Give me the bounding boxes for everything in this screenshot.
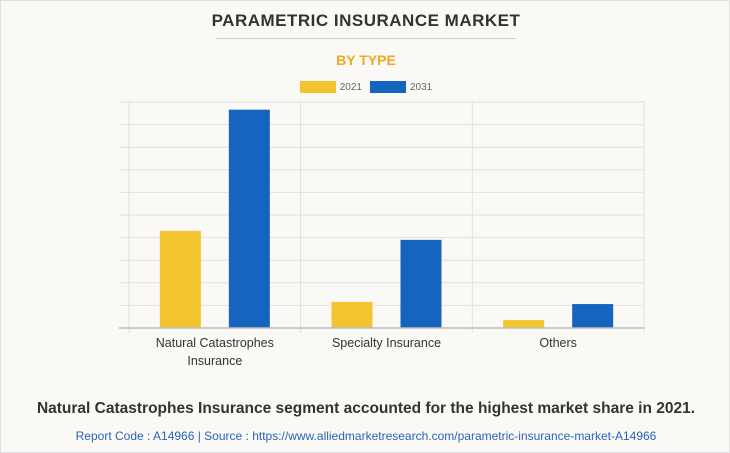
bar-2021-0[interactable] [159,230,201,328]
legend-label: 2031 [410,81,433,93]
legend-item-2031[interactable]: 2031 [370,81,432,93]
bar-2021-2[interactable] [503,320,545,328]
x-tick-label: Natural Catastrophes Insurance [156,336,274,368]
x-tick-label: Specialty Insurance [332,336,441,350]
chart-subtitle: BY TYPE [336,52,396,68]
bar-2021-1[interactable] [331,302,373,328]
source-line[interactable]: Report Code : A14966 | Source : https://… [75,429,657,443]
bar-2031-1[interactable] [400,239,442,328]
legend-label: 2021 [339,81,362,93]
chart-title: PARAMETRIC INSURANCE MARKET [211,11,521,30]
legend-swatch [299,81,336,93]
x-tick-label: Others [539,336,577,350]
chart-caption: Natural Catastrophes Insurance segment a… [36,400,696,417]
legend: 2021 2031 [1,81,729,93]
title-divider [216,38,516,39]
bar-2031-0[interactable] [228,109,270,329]
legend-item-2021[interactable]: 2021 [299,81,362,93]
bar-2031-2[interactable] [572,304,614,328]
legend-swatch [370,81,406,93]
